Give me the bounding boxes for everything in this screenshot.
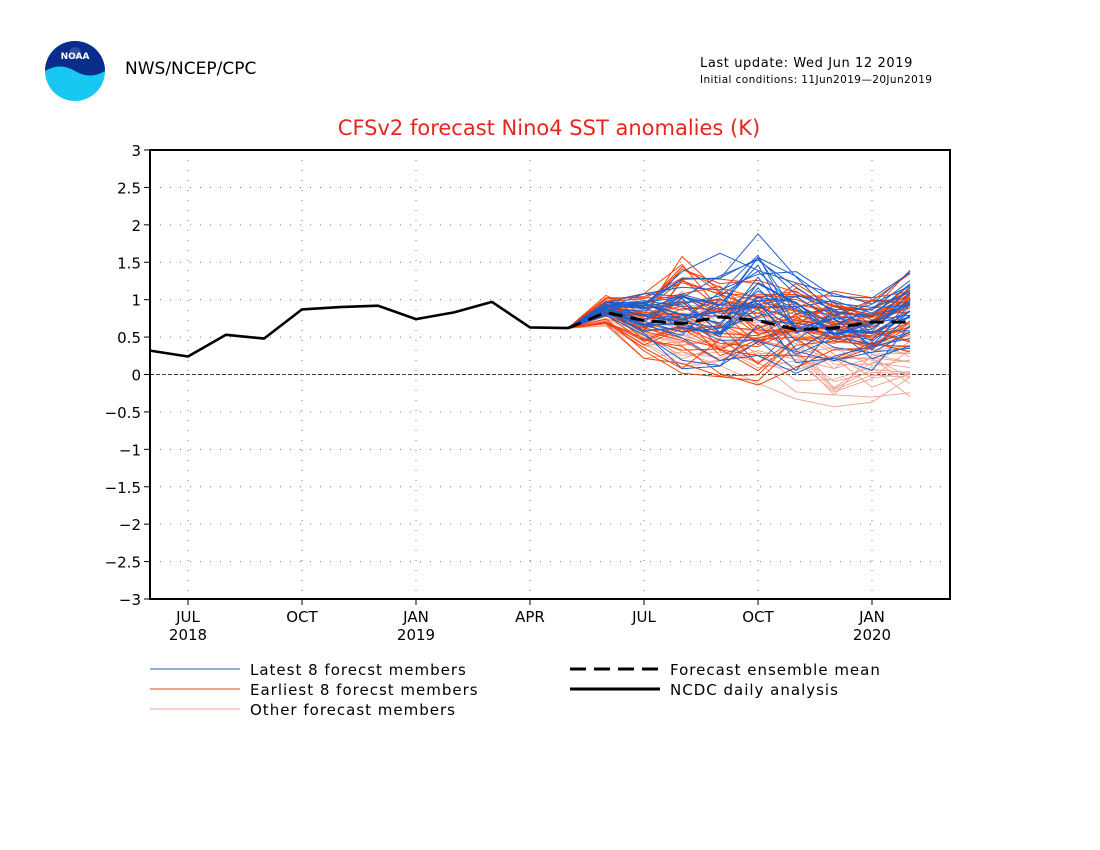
chart-title: CFSv2 forecast Nino4 SST anomalies (K)	[338, 116, 760, 140]
y-tick-label: 3	[131, 142, 141, 160]
x-tick-label: APR	[515, 608, 545, 626]
initial-conditions-text: Initial conditions: 11Jun2019—20Jun2019	[700, 74, 933, 86]
y-tick-label: 1	[131, 292, 141, 310]
x-tick-label: JUL	[175, 608, 200, 626]
latest-member-line	[567, 312, 911, 374]
other-member-line	[567, 325, 911, 396]
y-tick-label: 0	[131, 367, 141, 385]
y-tick-label: −2	[119, 516, 141, 534]
analysis-line	[149, 300, 569, 358]
org-label: NWS/NCEP/CPC	[125, 59, 257, 79]
latest-member-line	[567, 286, 911, 335]
x-tick-label: JAN	[402, 608, 429, 626]
noaa-logo: NOAA	[45, 41, 105, 101]
legend-latest-label: Latest 8 forecst members	[250, 661, 467, 679]
legend: Latest 8 forecst members Earliest 8 forec…	[150, 661, 881, 719]
latest-member-line	[567, 308, 911, 371]
y-tick-label: −3	[119, 591, 141, 609]
axes: 32.521.510.50−0.5−1−1.5−2−2.5−3JUL2018OC…	[105, 142, 892, 644]
earliest-member-line	[567, 322, 911, 377]
other-member-line	[567, 325, 911, 408]
y-tick-label: −0.5	[105, 404, 141, 422]
y-tick-label: −1.5	[105, 479, 141, 497]
earliest-member-line	[567, 307, 911, 341]
last-update-text: Last update: Wed Jun 12 2019	[700, 56, 914, 71]
latest-member-line	[567, 295, 911, 354]
ensemble-mean-line	[567, 310, 910, 332]
x-year-label: 2018	[169, 626, 207, 644]
y-tick-label: −1	[119, 441, 141, 459]
latest-member-line	[567, 311, 911, 370]
earliest-member-line	[567, 321, 911, 372]
latest-member-line	[567, 259, 911, 329]
latest-member-line	[567, 257, 911, 329]
x-tick-label: OCT	[742, 608, 774, 626]
latest-member-line	[567, 313, 911, 372]
y-tick-label: 2.5	[117, 179, 141, 197]
x-tick-label: OCT	[286, 608, 318, 626]
latest-member-line	[567, 252, 911, 329]
y-tick-label: 1.5	[117, 254, 141, 272]
latest-member-line	[567, 315, 911, 367]
x-year-label: 2020	[853, 626, 891, 644]
earliest-member-line	[567, 322, 911, 386]
forecast-members	[567, 233, 911, 408]
x-year-label: 2019	[397, 626, 435, 644]
legend-earliest-label: Earliest 8 forecst members	[250, 681, 479, 699]
main-series	[149, 300, 910, 358]
y-tick-label: 2	[131, 217, 141, 235]
legend-analysis-label: NCDC daily analysis	[670, 681, 839, 699]
logo-text: NOAA	[61, 52, 90, 62]
x-tick-label: JUL	[631, 608, 656, 626]
legend-mean-label: Forecast ensemble mean	[670, 661, 881, 679]
y-tick-label: 0.5	[117, 329, 141, 347]
earliest-member-line	[567, 321, 911, 360]
x-tick-label: JAN	[858, 608, 885, 626]
grid-lines	[150, 150, 950, 599]
y-tick-label: −2.5	[105, 554, 141, 572]
legend-other-label: Other forecast members	[250, 701, 456, 719]
latest-member-line	[567, 295, 911, 342]
latest-member-line	[567, 256, 911, 330]
